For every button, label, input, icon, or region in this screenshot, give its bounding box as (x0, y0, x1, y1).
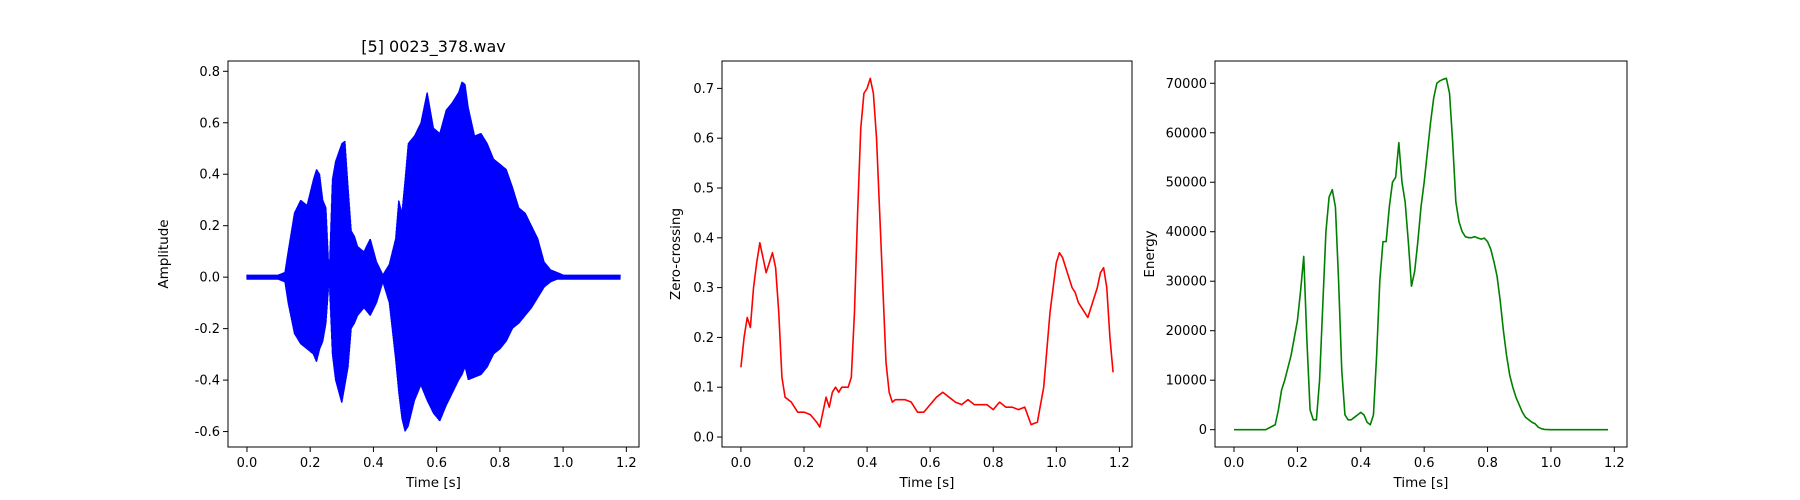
amplitude-y-tick-label: 0.4 (199, 168, 220, 183)
energy-x-tick-label: 0.6 (1414, 456, 1435, 471)
amplitude-y-tick-label: 0.0 (199, 271, 220, 286)
zero-crossing-y-tick-label: 0.1 (693, 381, 714, 396)
energy-x-axis-label: Time [s] (1393, 475, 1449, 491)
energy-y-tick-label: 20000 (1166, 324, 1207, 339)
energy-x-tick-label: 0.8 (1477, 456, 1498, 471)
zero-crossing-y-tick-label: 0.0 (693, 431, 714, 446)
energy-y-axis-label: Energy (1142, 230, 1158, 277)
zero-crossing-y-tick-label: 0.6 (693, 132, 714, 147)
energy-x-tick-label: 0.0 (1224, 456, 1245, 471)
zero-crossing-y-tick-label: 0.7 (693, 82, 714, 97)
zero-crossing-x-axis-label: Time [s] (899, 475, 955, 491)
amplitude-y-tick-label: -0.4 (195, 374, 220, 389)
amplitude-y-tick-label: -0.2 (195, 322, 220, 337)
amplitude-x-tick-label: 1.0 (553, 456, 574, 471)
zero-crossing-series-line (740, 77, 1114, 428)
amplitude-waveform (246, 81, 621, 432)
amplitude-x-tick-label: 0.8 (490, 456, 511, 471)
amplitude-chart-title: [5] 0023_378.wav (361, 37, 505, 57)
amplitude-x-axis-label: Time [s] (405, 475, 461, 491)
zero-crossing-x-tick-label: 0.2 (794, 456, 815, 471)
energy-x-tick-label: 0.2 (1287, 456, 1308, 471)
energy-x-tick-label: 0.4 (1350, 456, 1371, 471)
zero-crossing-y-tick-label: 0.2 (693, 331, 714, 346)
amplitude-plot-frame (227, 60, 640, 448)
energy-chart: 0.0 0.2 0.4 0.6 0.8 1.0 1.2 0 10000 20000 30000 400… (1142, 60, 1628, 491)
amplitude-y-tick-label: 0.2 (199, 219, 220, 234)
energy-y-tick-label: 50000 (1166, 176, 1207, 191)
zero-crossing-x-tick-label: 1.0 (1046, 456, 1067, 471)
energy-y-tick-label: 40000 (1166, 225, 1207, 240)
zero-crossing-x-tick-label: 0.4 (857, 456, 878, 471)
amplitude-y-tick-label: -0.6 (195, 425, 220, 440)
zero-crossing-y-tick-label: 0.4 (693, 231, 714, 246)
zero-crossing-x-tick-label: 0.0 (731, 456, 752, 471)
zero-crossing-x-tick-label: 1.2 (1109, 456, 1130, 471)
energy-y-tick-label: 60000 (1166, 126, 1207, 141)
energy-y-tick-label: 10000 (1166, 374, 1207, 389)
amplitude-x-tick-label: 0.4 (363, 456, 384, 471)
energy-y-tick-label: 0 (1199, 423, 1207, 438)
zero-crossing-chart: 0.0 0.2 0.4 0.6 0.8 1.0 1.2 0.0 0.1 0.2 0.3 0.4 0.5 0… (668, 60, 1133, 491)
energy-series-line (1234, 77, 1608, 431)
energy-plot-frame (1214, 60, 1628, 448)
amplitude-x-tick-label: 0.2 (300, 456, 321, 471)
amplitude-chart: 0.0 0.2 0.4 0.6 0.8 1.0 1.2 -0.6 -0.4 -0.2 0.0 0.2 0… (156, 37, 640, 491)
amplitude-x-tick-label: 1.2 (616, 456, 637, 471)
amplitude-y-tick-label: 0.8 (199, 65, 220, 80)
zero-crossing-x-tick-label: 0.6 (920, 456, 941, 471)
energy-x-tick-label: 1.0 (1541, 456, 1562, 471)
amplitude-y-tick-label: 0.6 (199, 116, 220, 131)
amplitude-x-tick-label: 0.0 (237, 456, 258, 471)
energy-y-tick-label: 30000 (1166, 275, 1207, 290)
amplitude-x-tick-label: 0.6 (426, 456, 447, 471)
energy-y-tick-label: 70000 (1166, 77, 1207, 92)
zero-crossing-x-tick-label: 0.8 (983, 456, 1004, 471)
zero-crossing-y-axis-label: Zero-crossing (668, 208, 684, 300)
zero-crossing-plot-frame (721, 60, 1133, 448)
zero-crossing-y-tick-label: 0.5 (693, 182, 714, 197)
energy-x-tick-label: 1.2 (1604, 456, 1625, 471)
amplitude-y-axis-label: Amplitude (156, 219, 172, 288)
zero-crossing-y-tick-label: 0.3 (693, 281, 714, 296)
